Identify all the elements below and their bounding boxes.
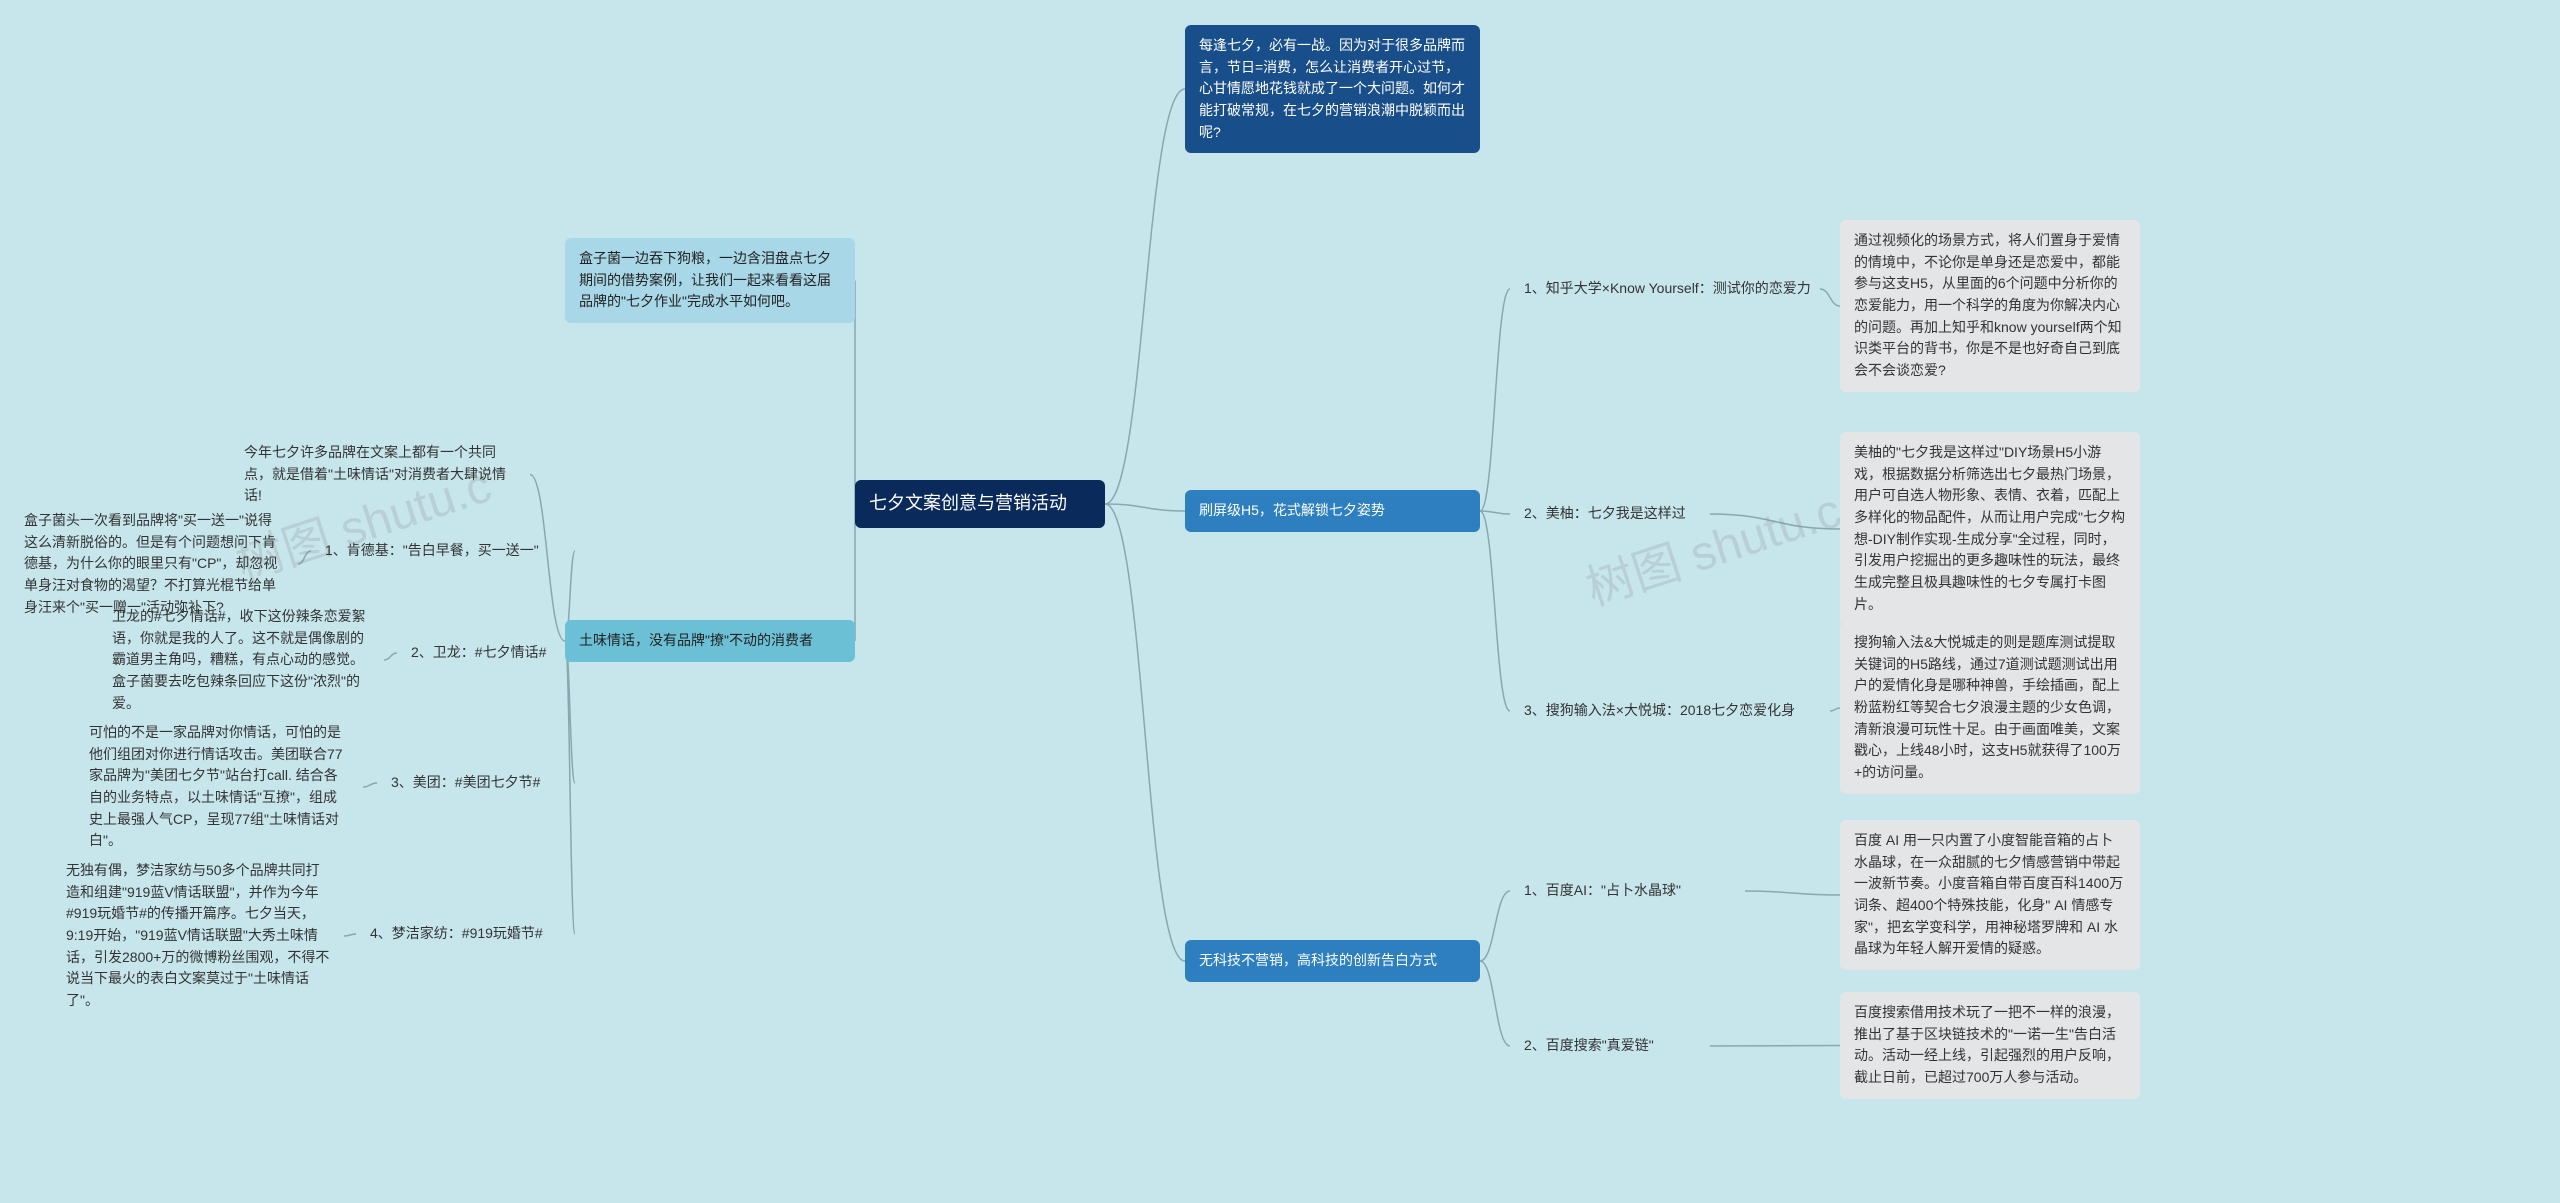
r2-item-1-title: 1、百度AI："占卜水晶球" [1510,870,1745,912]
r1-item-3-text: 搜狗输入法&大悦城走的则是题库测试提取关键词的H5路线，通过7道测试题测试出用户… [1840,622,2140,794]
left-item-2-title: 2、卫龙：#七夕情话# [397,632,575,674]
left-item-4-title: 4、梦洁家纺：#919玩婚节# [356,913,575,955]
left-item-4-text: 无独有偶，梦洁家纺与50多个品牌共同打造和组建"919蓝V情话联盟"，并作为今年… [52,850,344,1022]
r1-item-1-title: 1、知乎大学×Know Yourself：测试你的恋爱力 [1510,268,1820,310]
left-intro: 盒子菌一边吞下狗粮，一边含泪盘点七夕期间的借势案例，让我们一起来看看这届品牌的"… [565,238,855,323]
right-branch2-label: 无科技不营销，高科技的创新告白方式 [1185,940,1480,982]
right-intro: 每逢七夕，必有一战。因为对于很多品牌而言，节日=消费，怎么让消费者开心过节，心甘… [1185,25,1480,153]
left-item-3-text: 可怕的不是一家品牌对你情话，可怕的是他们组团对你进行情话攻击。美团联合77家品牌… [75,712,363,862]
left-item-3-title: 3、美团：#美团七夕节# [377,762,575,804]
left-branch-label: 土味情话，没有品牌"撩"不动的消费者 [565,620,855,662]
r1-item-2-title: 2、美柚：七夕我是这样过 [1510,493,1710,535]
r1-item-1-text: 通过视频化的场景方式，将人们置身于爱情的情境中，不论你是单身还是恋爱中，都能参与… [1840,220,2140,392]
connector-lines [0,0,2560,1203]
r1-item-3-title: 3、搜狗输入法×大悦城：2018七夕恋爱化身 [1510,690,1830,732]
root-node: 七夕文案创意与营销活动 [855,480,1105,528]
right-branch1-label: 刷屏级H5，花式解锁七夕姿势 [1185,490,1480,532]
r2-item-2-text: 百度搜索借用技术玩了一把不一样的浪漫，推出了基于区块链技术的"一诺一生"告白活动… [1840,992,2140,1099]
r2-item-1-text: 百度 AI 用一只内置了小度智能音箱的占卜水晶球，在一众甜腻的七夕情感营销中带起… [1840,820,2140,970]
left-item-2-text: 卫龙的#七夕情话#，收下这份辣条恋爱絮语，你就是我的人了。这不就是偶像剧的霸道男… [98,596,384,724]
r2-item-2-title: 2、百度搜索"真爱链" [1510,1025,1710,1067]
r1-item-2-text: 美柚的"七夕我是这样过"DIY场景H5小游戏，根据数据分析筛选出七夕最热门场景，… [1840,432,2140,626]
left-item-1-title: 1、肯德基："告白早餐，买一送一" [311,530,575,572]
